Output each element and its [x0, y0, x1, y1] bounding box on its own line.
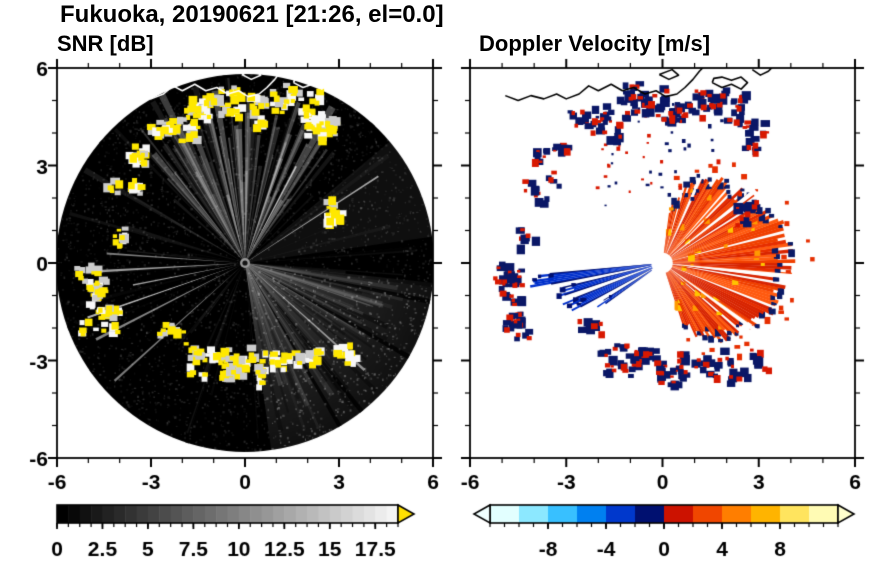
snr-panel-title: SNR [dB] — [57, 31, 154, 56]
figure-title: Fukuoka, 20190621 [21:26, el=0.0] — [60, 1, 444, 28]
doppler-panel-title: Doppler Velocity [m/s] — [479, 31, 711, 56]
